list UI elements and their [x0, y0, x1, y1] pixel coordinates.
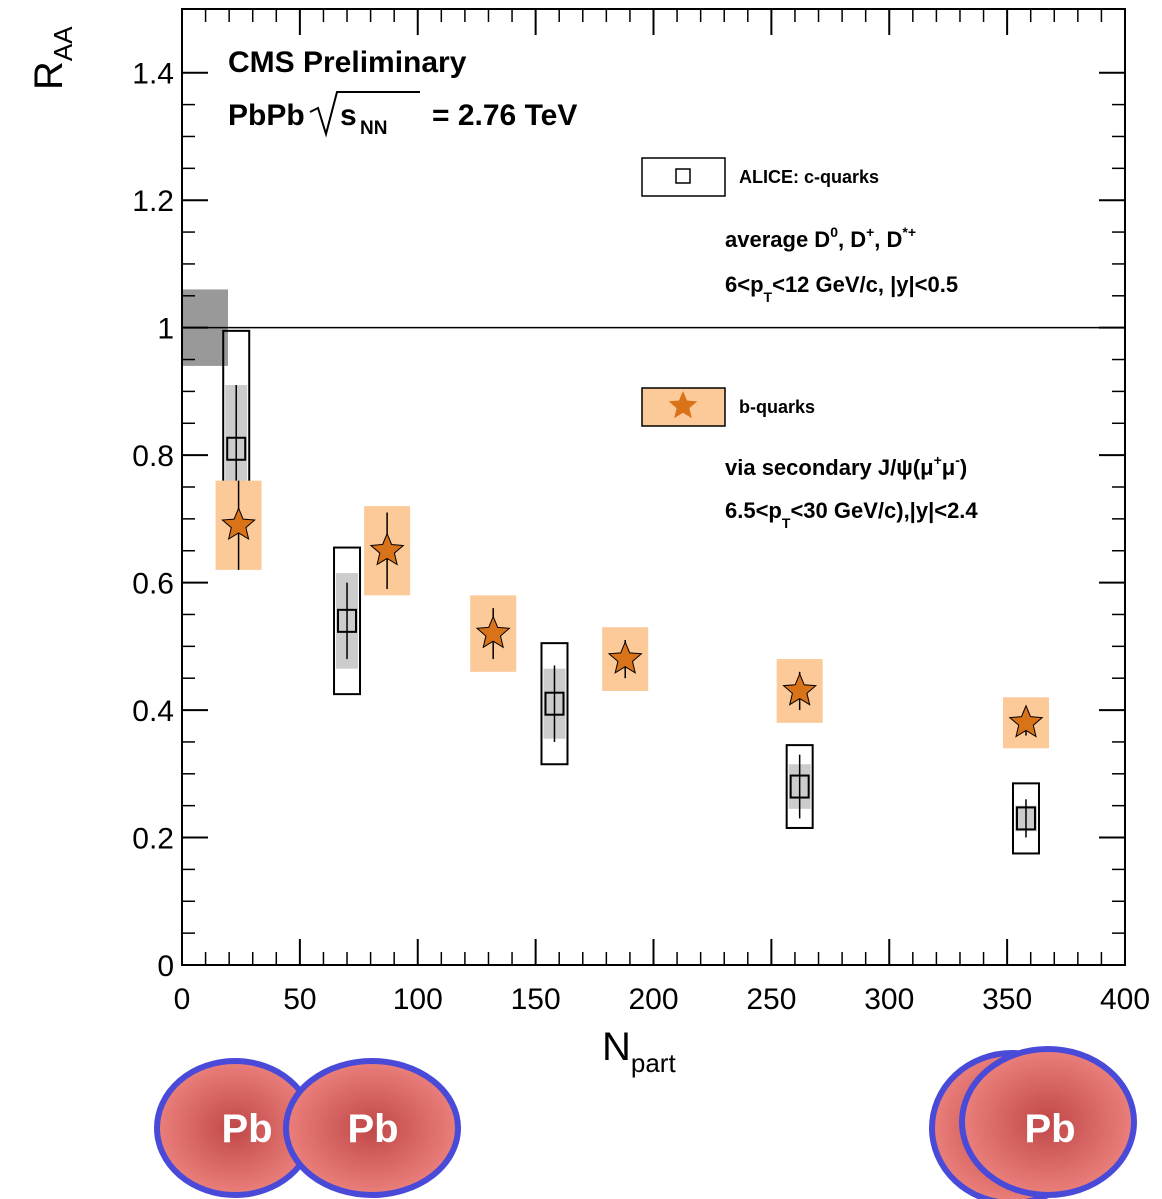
- energy-label: PbPb s NN = 2.76 TeV: [228, 91, 577, 139]
- energy-text: NN: [360, 118, 387, 139]
- x-axis-label: Npart: [602, 1025, 676, 1078]
- marker: [782, 672, 818, 706]
- annotation: T: [782, 515, 791, 531]
- y-tick-label: 1.4: [132, 58, 174, 91]
- annotation: -: [955, 452, 960, 468]
- energy-text: = 2.76 TeV: [432, 99, 577, 132]
- nucleus-label: Pb: [221, 1107, 272, 1151]
- collision-icons: Pb Pb Pb: [154, 1046, 1137, 1199]
- annotation: +: [866, 224, 874, 240]
- annotation: ): [960, 455, 967, 480]
- x-tick-label: 300: [864, 983, 914, 1016]
- annotation: +: [934, 452, 942, 468]
- marker: [544, 691, 565, 716]
- annotation: average D: [725, 227, 830, 252]
- annotation: *+: [902, 224, 916, 240]
- annotation: via secondary J/ψ(μ: [725, 455, 934, 480]
- sys-box: [333, 546, 362, 696]
- x-tick-label: 250: [746, 983, 796, 1016]
- marker: [1008, 704, 1044, 738]
- x-axis-label: part: [631, 1048, 677, 1078]
- legend-label: ALICE: c-quarks: [739, 167, 879, 187]
- chart-title: CMS Preliminary: [228, 46, 467, 79]
- y-axis-label: AA: [48, 26, 78, 61]
- radical: [309, 91, 420, 138]
- nucleus-label: Pb: [347, 1107, 398, 1151]
- marker: [337, 608, 358, 633]
- annotation: 6.5<p: [725, 498, 782, 523]
- x-tick-label: 400: [1100, 983, 1150, 1016]
- energy-text: PbPb: [228, 99, 305, 132]
- x-tick-label: 150: [511, 983, 561, 1016]
- legend-box: [641, 157, 726, 197]
- plot-area: [182, 289, 1125, 855]
- y-tick-label: 1: [157, 313, 174, 346]
- annotation: 6.5<pT<30 GeV/c),|y|<2.4: [725, 498, 978, 531]
- y-tick-label: 0: [157, 950, 174, 983]
- legend-marker: [675, 168, 691, 184]
- nucleus: [959, 1046, 1137, 1198]
- sys-box: [785, 744, 814, 829]
- legend-marker: [668, 391, 698, 419]
- sys-box: [540, 642, 569, 766]
- marker: [607, 640, 643, 674]
- annotation: μ: [942, 455, 955, 480]
- annotation: 0: [830, 224, 838, 240]
- x-axis-label: N: [602, 1025, 631, 1069]
- y-axis-label: R: [27, 61, 71, 90]
- y-tick-label: 0.8: [132, 440, 174, 473]
- x-tick-label: 0: [174, 983, 191, 1016]
- marker: [221, 506, 256, 541]
- sys-box: [1011, 782, 1040, 855]
- marker: [789, 774, 810, 799]
- annotation: , D: [838, 227, 866, 252]
- annotation: average D0, D+, D*+: [725, 224, 916, 252]
- legend: ALICE: c-quarks average D0, D+, D*+ 6<pT…: [725, 167, 978, 531]
- y-tick-label: 0.2: [132, 823, 174, 856]
- marker: [475, 615, 511, 649]
- x-tick-label: 50: [283, 983, 316, 1016]
- marker: [226, 436, 247, 461]
- frame: [181, 8, 1126, 966]
- annotation: <30 GeV/c),|y|<2.4: [790, 498, 978, 523]
- annotation: 6<p: [725, 272, 764, 297]
- y-tick-label: 0.4: [132, 695, 174, 728]
- y-axis-label: RAA: [27, 26, 78, 90]
- annotation: , D: [874, 227, 902, 252]
- annotation: via secondary J/ψ(μ+μ-): [725, 452, 967, 480]
- marker: [1015, 806, 1036, 831]
- marker: [369, 532, 405, 566]
- x-tick-label: 200: [628, 983, 678, 1016]
- annotation: <12 GeV/c, |y|<0.5: [772, 272, 958, 297]
- nucleus-label: Pb: [1024, 1107, 1075, 1151]
- x-tick-label: 350: [982, 983, 1032, 1016]
- annotation: 6<pT<12 GeV/c, |y|<0.5: [725, 272, 958, 305]
- energy-text: s: [340, 99, 357, 132]
- x-tick-label: 100: [393, 983, 443, 1016]
- annotation: T: [764, 289, 773, 305]
- y-tick-label: 0.6: [132, 568, 174, 601]
- y-tick-label: 1.2: [132, 185, 174, 218]
- legend-label: b-quarks: [739, 397, 815, 417]
- nucleus: [283, 1058, 461, 1198]
